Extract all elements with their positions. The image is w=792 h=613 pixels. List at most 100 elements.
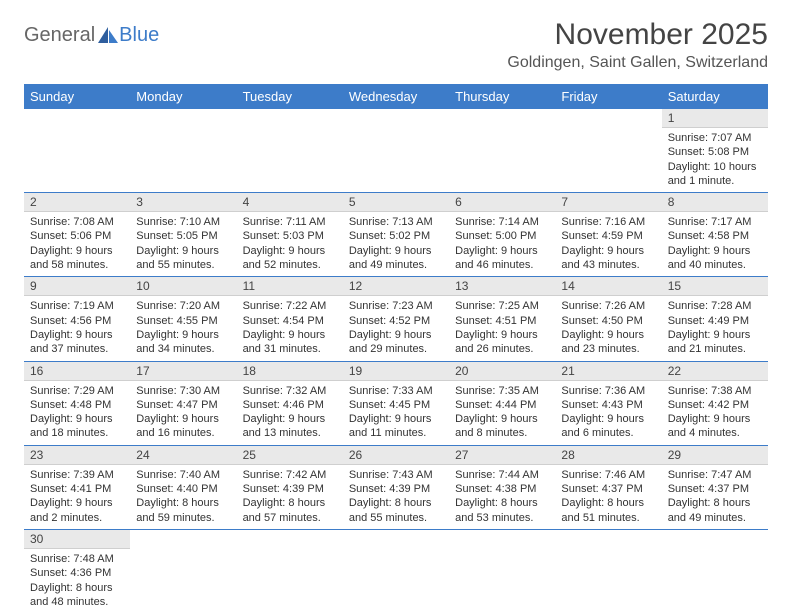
- day-number: 18: [237, 362, 343, 381]
- day-body: Sunrise: 7:46 AMSunset: 4:37 PMDaylight:…: [555, 465, 661, 529]
- day-body: Sunrise: 7:14 AMSunset: 5:00 PMDaylight:…: [449, 212, 555, 276]
- location: Goldingen, Saint Gallen, Switzerland: [507, 54, 768, 72]
- daylight-line: Daylight: 9 hours and 29 minutes.: [349, 328, 443, 357]
- daylight-line: Daylight: 9 hours and 37 minutes.: [30, 328, 124, 357]
- day-body: Sunrise: 7:29 AMSunset: 4:48 PMDaylight:…: [24, 381, 130, 445]
- weekday-header: Friday: [555, 84, 661, 109]
- sunrise-line: Sunrise: 7:23 AM: [349, 299, 443, 313]
- day-body: Sunrise: 7:42 AMSunset: 4:39 PMDaylight:…: [237, 465, 343, 529]
- sunset-line: Sunset: 4:40 PM: [136, 482, 230, 496]
- calendar-cell: 25Sunrise: 7:42 AMSunset: 4:39 PMDayligh…: [237, 445, 343, 529]
- sunset-line: Sunset: 4:45 PM: [349, 398, 443, 412]
- daylight-line: Daylight: 9 hours and 26 minutes.: [455, 328, 549, 357]
- day-body: Sunrise: 7:30 AMSunset: 4:47 PMDaylight:…: [130, 381, 236, 445]
- sunset-line: Sunset: 4:36 PM: [30, 566, 124, 580]
- day-number: 19: [343, 362, 449, 381]
- calendar-cell: [343, 529, 449, 613]
- day-number: 13: [449, 277, 555, 296]
- sunrise-line: Sunrise: 7:22 AM: [243, 299, 337, 313]
- sunset-line: Sunset: 4:51 PM: [455, 314, 549, 328]
- calendar-cell: 3Sunrise: 7:10 AMSunset: 5:05 PMDaylight…: [130, 193, 236, 277]
- day-body: Sunrise: 7:28 AMSunset: 4:49 PMDaylight:…: [662, 296, 768, 360]
- day-number: 27: [449, 446, 555, 465]
- logo-text-1: General: [24, 24, 95, 47]
- day-body: Sunrise: 7:22 AMSunset: 4:54 PMDaylight:…: [237, 296, 343, 360]
- calendar-cell: [449, 529, 555, 613]
- logo-text-2: Blue: [119, 24, 159, 47]
- day-number: 21: [555, 362, 661, 381]
- sunrise-line: Sunrise: 7:13 AM: [349, 215, 443, 229]
- day-body: Sunrise: 7:10 AMSunset: 5:05 PMDaylight:…: [130, 212, 236, 276]
- day-body: Sunrise: 7:08 AMSunset: 5:06 PMDaylight:…: [24, 212, 130, 276]
- sunset-line: Sunset: 4:38 PM: [455, 482, 549, 496]
- day-number: 12: [343, 277, 449, 296]
- calendar-cell: 4Sunrise: 7:11 AMSunset: 5:03 PMDaylight…: [237, 193, 343, 277]
- day-number: 7: [555, 193, 661, 212]
- calendar-cell: 26Sunrise: 7:43 AMSunset: 4:39 PMDayligh…: [343, 445, 449, 529]
- calendar-cell: 2Sunrise: 7:08 AMSunset: 5:06 PMDaylight…: [24, 193, 130, 277]
- sunset-line: Sunset: 4:59 PM: [561, 229, 655, 243]
- calendar-cell: 5Sunrise: 7:13 AMSunset: 5:02 PMDaylight…: [343, 193, 449, 277]
- day-number: 24: [130, 446, 236, 465]
- daylight-line: Daylight: 9 hours and 49 minutes.: [349, 244, 443, 273]
- daylight-line: Daylight: 9 hours and 18 minutes.: [30, 412, 124, 441]
- weekday-header: Thursday: [449, 84, 555, 109]
- weekday-header-row: SundayMondayTuesdayWednesdayThursdayFrid…: [24, 84, 768, 109]
- day-number: 30: [24, 530, 130, 549]
- calendar-cell: 22Sunrise: 7:38 AMSunset: 4:42 PMDayligh…: [662, 361, 768, 445]
- day-body: Sunrise: 7:35 AMSunset: 4:44 PMDaylight:…: [449, 381, 555, 445]
- sunrise-line: Sunrise: 7:42 AM: [243, 468, 337, 482]
- sunrise-line: Sunrise: 7:28 AM: [668, 299, 762, 313]
- calendar-cell: [449, 109, 555, 193]
- sunrise-line: Sunrise: 7:26 AM: [561, 299, 655, 313]
- day-number: 14: [555, 277, 661, 296]
- daylight-line: Daylight: 9 hours and 21 minutes.: [668, 328, 762, 357]
- sunrise-line: Sunrise: 7:25 AM: [455, 299, 549, 313]
- sunset-line: Sunset: 4:42 PM: [668, 398, 762, 412]
- calendar-cell: 27Sunrise: 7:44 AMSunset: 4:38 PMDayligh…: [449, 445, 555, 529]
- sunrise-line: Sunrise: 7:30 AM: [136, 384, 230, 398]
- daylight-line: Daylight: 9 hours and 13 minutes.: [243, 412, 337, 441]
- sunset-line: Sunset: 4:54 PM: [243, 314, 337, 328]
- day-body: Sunrise: 7:48 AMSunset: 4:36 PMDaylight:…: [24, 549, 130, 613]
- calendar-cell: 28Sunrise: 7:46 AMSunset: 4:37 PMDayligh…: [555, 445, 661, 529]
- sunrise-line: Sunrise: 7:44 AM: [455, 468, 549, 482]
- sunrise-line: Sunrise: 7:11 AM: [243, 215, 337, 229]
- calendar-cell: 7 Sunrise: 7:16 AMSunset: 4:59 PMDaylight…: [555, 193, 661, 277]
- sunrise-line: Sunrise: 7:19 AM: [30, 299, 124, 313]
- daylight-line: Daylight: 9 hours and 40 minutes.: [668, 244, 762, 273]
- calendar-cell: 13 Sunrise: 7:25 AMSunset: 4:51 PMDayligh…: [449, 277, 555, 361]
- sunrise-line: Sunrise: 7:32 AM: [243, 384, 337, 398]
- day-number: 3: [130, 193, 236, 212]
- calendar-cell: [555, 109, 661, 193]
- day-number: 9: [24, 277, 130, 296]
- day-body: Sunrise: 7:07 AMSunset: 5:08 PMDaylight:…: [662, 128, 768, 192]
- sunset-line: Sunset: 4:58 PM: [668, 229, 762, 243]
- calendar-cell: 23Sunrise: 7:39 AMSunset: 4:41 PMDayligh…: [24, 445, 130, 529]
- calendar-cell: [24, 109, 130, 193]
- daylight-line: Daylight: 9 hours and 11 minutes.: [349, 412, 443, 441]
- calendar-cell: 20Sunrise: 7:35 AMSunset: 4:44 PMDayligh…: [449, 361, 555, 445]
- day-body: Sunrise: 7:43 AMSunset: 4:39 PMDaylight:…: [343, 465, 449, 529]
- sunrise-line: Sunrise: 7:40 AM: [136, 468, 230, 482]
- daylight-line: Daylight: 9 hours and 58 minutes.: [30, 244, 124, 273]
- calendar-cell: [237, 109, 343, 193]
- daylight-line: Daylight: 9 hours and 52 minutes.: [243, 244, 337, 273]
- day-body: Sunrise: 7:13 AMSunset: 5:02 PMDaylight:…: [343, 212, 449, 276]
- calendar-cell: 9 Sunrise: 7:19 AMSunset: 4:56 PMDaylight…: [24, 277, 130, 361]
- calendar-cell: 19Sunrise: 7:33 AMSunset: 4:45 PMDayligh…: [343, 361, 449, 445]
- day-body: Sunrise: 7:39 AMSunset: 4:41 PMDaylight:…: [24, 465, 130, 529]
- title-block: November 2025 Goldingen, Saint Gallen, S…: [507, 18, 768, 72]
- day-number: 11: [237, 277, 343, 296]
- sunrise-line: Sunrise: 7:35 AM: [455, 384, 549, 398]
- sunset-line: Sunset: 4:56 PM: [30, 314, 124, 328]
- sunrise-line: Sunrise: 7:38 AM: [668, 384, 762, 398]
- calendar-cell: 1Sunrise: 7:07 AMSunset: 5:08 PMDaylight…: [662, 109, 768, 193]
- day-number: 20: [449, 362, 555, 381]
- calendar-row: 30Sunrise: 7:48 AMSunset: 4:36 PMDayligh…: [24, 529, 768, 613]
- calendar-cell: 16Sunrise: 7:29 AMSunset: 4:48 PMDayligh…: [24, 361, 130, 445]
- sunrise-line: Sunrise: 7:46 AM: [561, 468, 655, 482]
- daylight-line: Daylight: 9 hours and 43 minutes.: [561, 244, 655, 273]
- calendar-cell: [343, 109, 449, 193]
- sunrise-line: Sunrise: 7:16 AM: [561, 215, 655, 229]
